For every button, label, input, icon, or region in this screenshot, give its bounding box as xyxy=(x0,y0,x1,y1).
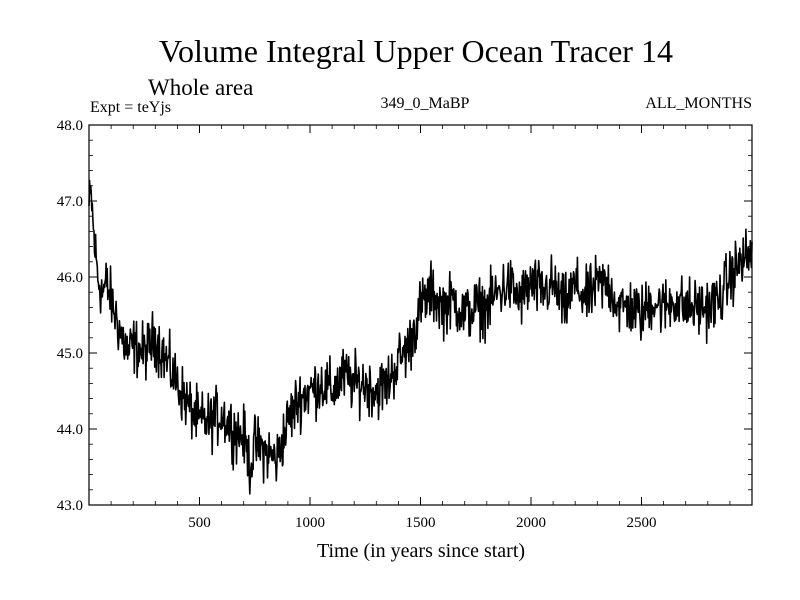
x-tick-label: 2000 xyxy=(516,515,546,531)
x-tick-label: 1500 xyxy=(406,515,436,531)
chart-title: Volume Integral Upper Ocean Tracer 14 xyxy=(159,33,673,69)
experiment-label: Expt = teYjs xyxy=(90,99,171,116)
y-tick-label: 46.0 xyxy=(57,270,83,286)
x-tick-label: 1000 xyxy=(295,515,325,531)
x-axis-label: Time (in years since start) xyxy=(317,540,525,562)
series-line xyxy=(88,179,753,495)
y-tick-label: 44.0 xyxy=(57,422,83,438)
y-tick-label: 43.0 xyxy=(57,498,83,514)
run-label: 349_0_MaBP xyxy=(381,95,470,112)
y-tick-label: 47.0 xyxy=(57,194,83,210)
x-tick-label: 2500 xyxy=(627,515,657,531)
chart-subtitle: Whole area xyxy=(148,75,253,100)
x-tick-label: 500 xyxy=(188,515,211,531)
y-tick-label: 48.0 xyxy=(57,118,83,134)
plot-area: 43.0 44.0 45.0 46.0 47.0 48.0 500 1000 1500 2000 2… xyxy=(57,118,753,531)
y-tick-label: 45.0 xyxy=(57,346,83,362)
months-label: ALL_MONTHS xyxy=(645,95,752,112)
